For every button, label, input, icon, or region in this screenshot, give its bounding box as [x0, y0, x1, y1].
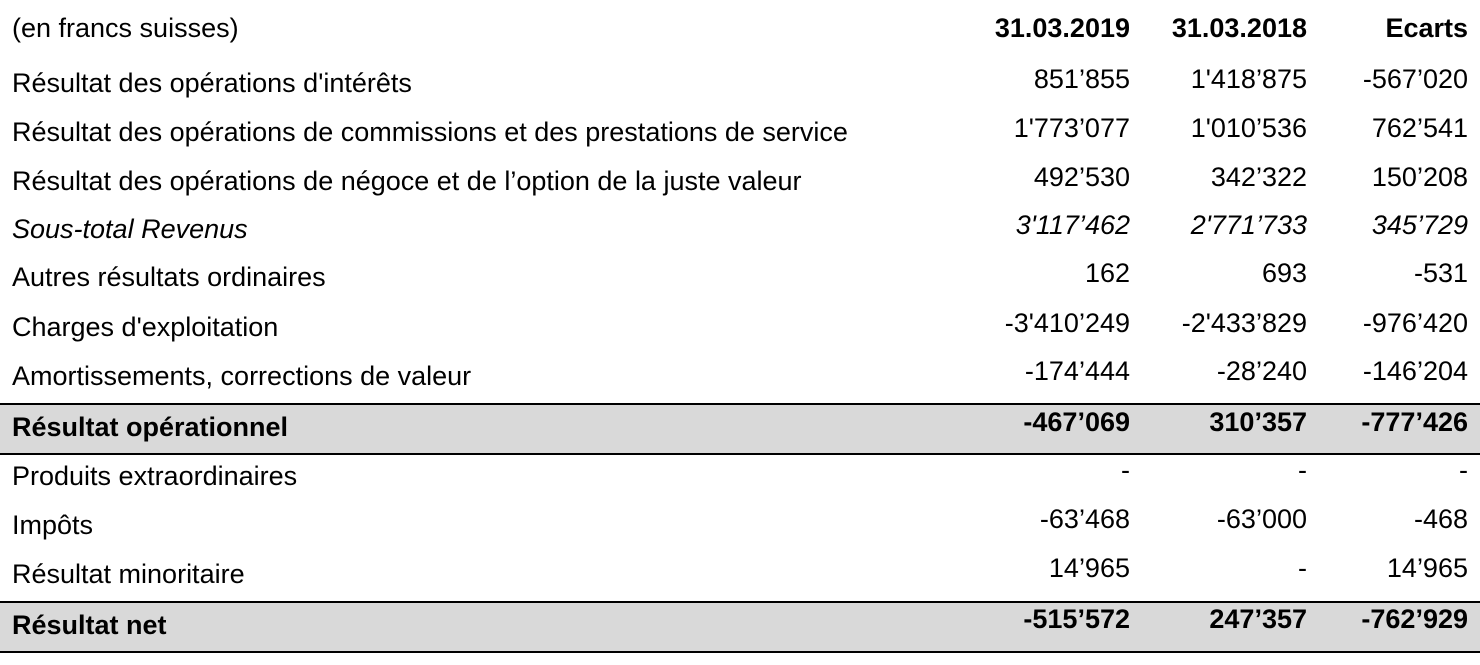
- row-value-2018: 1'418’875: [1190, 64, 1307, 94]
- row-label: Résultat minoritaire: [12, 559, 245, 589]
- header-col-ecarts: Ecarts: [1385, 13, 1468, 43]
- row-value-2019: -: [1121, 455, 1130, 485]
- row-label: Impôts: [12, 510, 94, 540]
- row-value-ecarts: -567’020: [1362, 64, 1468, 94]
- row-label: Charges d'exploitation: [12, 312, 279, 342]
- row-value-ecarts: 762’541: [1371, 113, 1468, 143]
- row-label: Amortissements, corrections de valeur: [12, 361, 472, 391]
- row-label: Résultat des opérations d'intérêts: [12, 68, 412, 98]
- net-result-band: [0, 601, 1480, 653]
- row-label: Autres résultats ordinaires: [12, 262, 326, 292]
- header-col-2018: 31.03.2018: [1171, 13, 1307, 43]
- row-value-2019: -467’069: [1023, 407, 1130, 437]
- row-value-2019: 492’530: [1033, 162, 1130, 192]
- row-value-ecarts: -762’929: [1361, 604, 1468, 634]
- header-col-2019: 31.03.2019: [994, 13, 1130, 43]
- row-label: Résultat des opérations de négoce et de …: [12, 166, 802, 196]
- row-value-2018: 1'010’536: [1190, 113, 1307, 143]
- operating-result-band: [0, 403, 1480, 455]
- row-value-2018: -63’000: [1216, 504, 1307, 534]
- row-label: Résultat net: [12, 610, 167, 640]
- row-value-2019: 851’855: [1033, 64, 1130, 94]
- row-value-2019: 162: [1084, 258, 1130, 288]
- row-value-2019: -3'410’249: [1004, 308, 1130, 338]
- row-value-ecarts: -: [1459, 455, 1468, 485]
- row-value-2018: -28’240: [1216, 356, 1307, 386]
- row-value-2018: 342’322: [1210, 162, 1307, 192]
- row-value-ecarts: -976’420: [1362, 308, 1468, 338]
- row-value-2018: -2'433’829: [1181, 308, 1307, 338]
- row-value-2019: 3'117’462: [1015, 210, 1130, 240]
- row-value-2019: -63’468: [1039, 504, 1130, 534]
- row-value-ecarts: 150’208: [1371, 162, 1468, 192]
- row-value-ecarts: 14’965: [1386, 553, 1468, 583]
- row-value-ecarts: -531: [1413, 258, 1468, 288]
- row-value-2018: 2'771’733: [1190, 210, 1307, 240]
- row-value-2019: -174’444: [1024, 356, 1130, 386]
- row-value-ecarts: -146’204: [1362, 356, 1468, 386]
- row-value-ecarts: 345’729: [1371, 210, 1468, 240]
- row-value-2018: 247’357: [1209, 604, 1307, 634]
- row-label: Résultat des opérations de commissions e…: [12, 117, 848, 147]
- row-value-2019: -515’572: [1023, 604, 1130, 634]
- row-value-2018: 310’357: [1209, 407, 1307, 437]
- row-value-2019: 14’965: [1048, 553, 1130, 583]
- row-value-2018: -: [1298, 455, 1307, 485]
- row-label: Sous-total Revenus: [12, 214, 248, 244]
- row-value-2019: 1'773’077: [1013, 113, 1130, 143]
- row-value-2018: -: [1298, 553, 1307, 583]
- row-value-ecarts: -777’426: [1361, 407, 1468, 437]
- row-value-ecarts: -468: [1413, 504, 1468, 534]
- row-value-2018: 693: [1261, 258, 1307, 288]
- currency-note: (en francs suisses): [12, 13, 239, 43]
- row-label: Résultat opérationnel: [12, 412, 289, 442]
- row-label: Produits extraordinaires: [12, 461, 298, 491]
